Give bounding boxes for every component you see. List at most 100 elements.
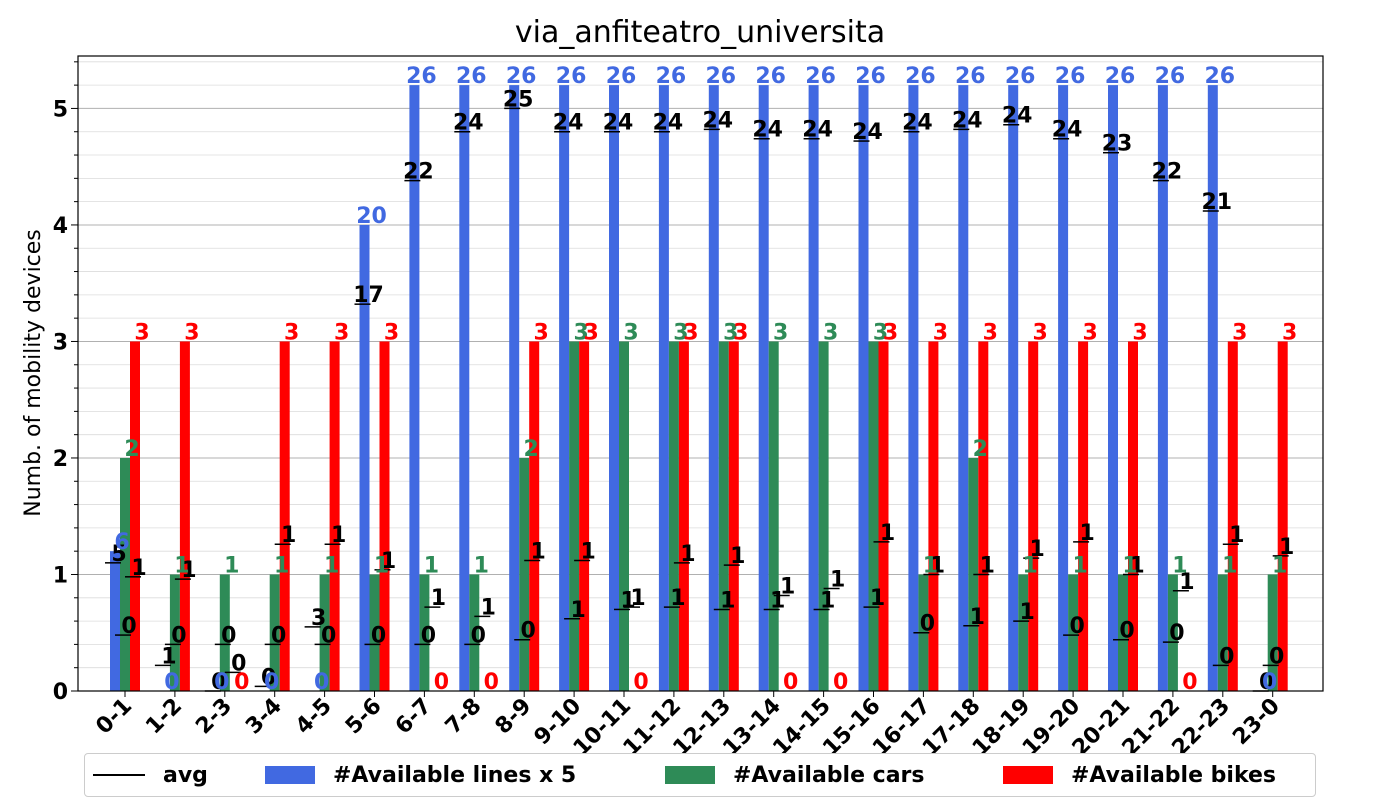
value-label-cars: 3 <box>723 320 738 345</box>
bar-cars <box>818 341 829 691</box>
legend-lines-label: #Available lines x 5 <box>333 762 577 788</box>
value-label-lines: 20 <box>356 204 387 229</box>
legend-item-bikes: #Available bikes <box>1003 754 1276 796</box>
bar-cars <box>169 574 180 691</box>
value-label-bikes: 3 <box>284 320 299 345</box>
bar-cars <box>219 574 230 691</box>
value-label-cars: 1 <box>1272 553 1287 578</box>
value-label-lines: 26 <box>805 64 836 89</box>
avg-label: 1 <box>930 553 945 578</box>
bar-lines <box>708 85 719 692</box>
bar-lines <box>509 85 520 692</box>
bar-bikes <box>678 341 689 691</box>
bar-bikes <box>728 341 739 691</box>
avg-label: 1 <box>580 540 595 565</box>
value-label-cars: 3 <box>673 320 688 345</box>
bar-lines <box>1058 85 1069 692</box>
y-tick-label: 4 <box>53 214 68 239</box>
bar-lines <box>1207 85 1218 692</box>
bar-lines <box>658 85 669 692</box>
bar-lines <box>359 224 370 692</box>
value-label-bikes: 0 <box>234 670 249 695</box>
value-label-bikes: 3 <box>184 320 199 345</box>
avg-label: 0 <box>1169 621 1184 646</box>
bar-cars <box>120 457 130 691</box>
bar-cars <box>718 341 729 691</box>
avg-label: 24 <box>653 111 684 136</box>
avg-label: 0 <box>221 623 236 648</box>
value-label-cars: 1 <box>374 553 389 578</box>
bar-lines <box>559 85 570 692</box>
value-label-bikes: 0 <box>783 670 798 695</box>
y-tick-label: 5 <box>53 97 68 122</box>
value-label-bikes: 3 <box>1082 320 1097 345</box>
value-label-cars: 1 <box>424 553 439 578</box>
avg-label: 1 <box>161 644 176 669</box>
bar-bikes <box>1277 341 1288 691</box>
avg-label: 0 <box>371 623 386 648</box>
value-label-bikes: 0 <box>633 670 648 695</box>
value-label-lines: 26 <box>955 64 986 89</box>
bar-bikes <box>130 341 140 691</box>
avg-label: 22 <box>1152 160 1183 185</box>
bar-cars <box>519 457 530 691</box>
avg-label: 1 <box>531 540 546 565</box>
value-label-lines: 26 <box>705 64 736 89</box>
avg-label: 1 <box>880 521 895 546</box>
avg-label: 0 <box>321 623 336 648</box>
bar-bikes <box>878 341 889 691</box>
avg-label: 1 <box>730 544 745 569</box>
bar-bikes <box>529 341 540 691</box>
value-label-cars: 3 <box>823 320 838 345</box>
avg-label: 0 <box>1259 670 1274 695</box>
avg-label: 1 <box>381 549 396 574</box>
legend-item-lines: #Available lines x 5 <box>265 754 576 796</box>
bar-lines <box>758 85 769 692</box>
avg-label: 1 <box>970 605 985 630</box>
value-label-cars: 1 <box>1222 553 1237 578</box>
value-label-lines: 0 <box>264 670 279 695</box>
bar-bikes <box>1227 341 1238 691</box>
x-tick-label: 3-4 <box>241 694 287 740</box>
avg-label: 1 <box>770 588 785 613</box>
avg-label: 1 <box>181 558 196 583</box>
bar-bikes <box>928 341 939 691</box>
avg-label: 1 <box>1079 521 1094 546</box>
y-tick-label: 2 <box>53 447 68 472</box>
legend-lines-swatch <box>265 766 315 784</box>
avg-label: 1 <box>980 553 995 578</box>
avg-label: 1 <box>570 598 585 623</box>
value-label-lines: 26 <box>456 64 487 89</box>
bar-lines <box>1157 85 1168 692</box>
avg-label: 24 <box>553 111 584 136</box>
bar-cars <box>1217 574 1228 691</box>
value-label-cars: 1 <box>1072 553 1087 578</box>
avg-label: 22 <box>403 160 434 185</box>
y-tick-label: 1 <box>53 563 68 588</box>
avg-label: 24 <box>802 118 833 143</box>
avg-label: 3 <box>311 606 326 631</box>
value-label-cars: 2 <box>124 437 139 462</box>
bar-lines <box>1108 85 1118 692</box>
bar-cars <box>319 574 330 691</box>
bar-cars <box>569 341 580 691</box>
avg-label: 0 <box>1119 619 1134 644</box>
x-axis: 0-1 1-2 2-3 3-4 4-5 5-6 6-7 7-8 8-99-1010-1111-1… <box>91 691 1285 761</box>
bar-cars <box>768 341 779 691</box>
value-label-cars: 1 <box>923 553 938 578</box>
avg-label: 24 <box>453 111 484 136</box>
value-label-lines: 26 <box>656 64 687 89</box>
avg-label: 1 <box>281 523 296 548</box>
value-label-lines: 26 <box>1155 64 1186 89</box>
value-label-cars: 3 <box>573 320 588 345</box>
avg-label: 1 <box>820 588 835 613</box>
bar-cars <box>369 574 380 691</box>
avg-label: 1 <box>1179 570 1194 595</box>
value-label-lines: 26 <box>755 64 786 89</box>
bar-lines <box>459 85 470 692</box>
value-label-bikes: 3 <box>1132 320 1147 345</box>
bar-cars <box>1267 574 1278 691</box>
legend-cars-swatch <box>665 766 715 784</box>
